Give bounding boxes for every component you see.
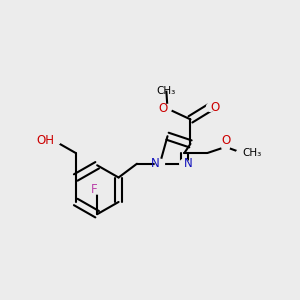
- Ellipse shape: [222, 142, 230, 151]
- Text: CH₃: CH₃: [242, 148, 262, 158]
- Text: N: N: [151, 157, 160, 170]
- Text: O: O: [210, 100, 220, 114]
- Text: CH₃: CH₃: [156, 86, 176, 96]
- Ellipse shape: [164, 104, 171, 113]
- Ellipse shape: [180, 159, 189, 168]
- Text: F: F: [91, 183, 97, 196]
- Ellipse shape: [93, 185, 101, 194]
- Ellipse shape: [206, 103, 214, 111]
- Text: N: N: [184, 157, 193, 170]
- Ellipse shape: [236, 149, 249, 157]
- Text: OH: OH: [36, 134, 54, 147]
- Text: O: O: [221, 134, 230, 147]
- Ellipse shape: [160, 81, 172, 90]
- Ellipse shape: [155, 159, 164, 168]
- Text: O: O: [158, 102, 167, 115]
- Ellipse shape: [48, 136, 60, 146]
